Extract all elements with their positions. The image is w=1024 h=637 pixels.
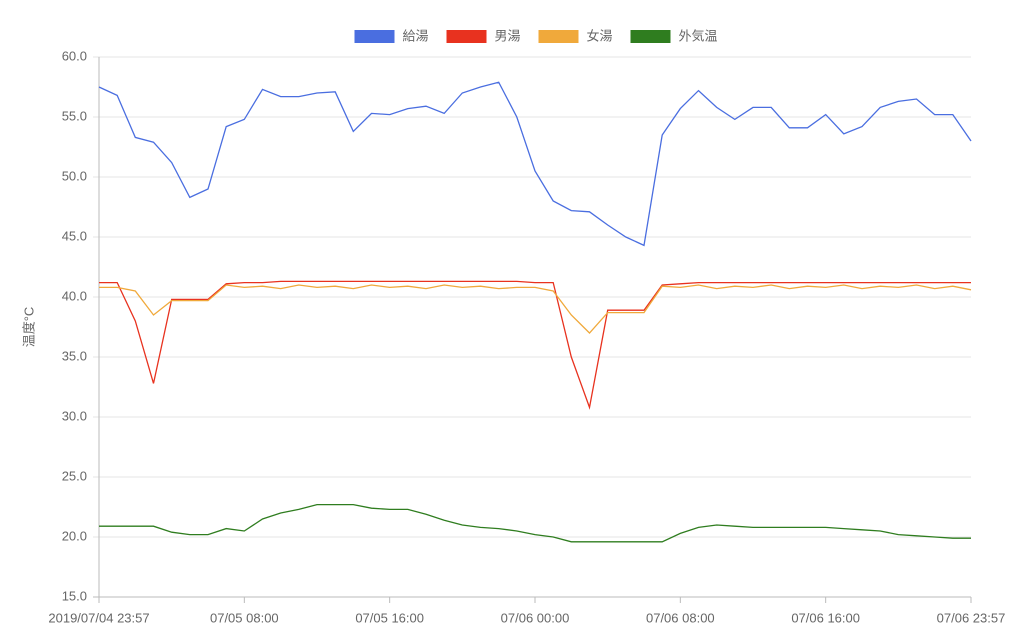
y-tick-label: 45.0 bbox=[62, 228, 87, 243]
legend-label: 給湯 bbox=[403, 28, 429, 43]
data-line bbox=[98, 81, 972, 247]
x-tick-label: 07/05 16:00 bbox=[355, 610, 424, 625]
legend-swatch bbox=[354, 30, 395, 43]
x-tick-label: 07/06 23:57 bbox=[937, 610, 1006, 625]
y-axis-label: 温度°C bbox=[21, 307, 36, 348]
legend-label: 外気温 bbox=[679, 28, 718, 43]
legend-label: 男湯 bbox=[495, 28, 521, 43]
x-tick-label: 07/06 00:00 bbox=[501, 610, 570, 625]
x-tick-label: 07/06 16:00 bbox=[791, 610, 860, 625]
legend-swatch bbox=[538, 30, 579, 43]
y-tick-label: 30.0 bbox=[62, 408, 87, 423]
y-tick-label: 40.0 bbox=[62, 288, 87, 303]
x-tick-label: 07/05 08:00 bbox=[210, 610, 279, 625]
data-line bbox=[99, 280, 971, 410]
data-line bbox=[99, 284, 972, 334]
legend-label: 女湯 bbox=[587, 28, 613, 43]
legend-swatch bbox=[446, 30, 487, 43]
y-tick-label: 55.0 bbox=[62, 108, 87, 123]
x-tick-label: 2019/07/04 23:57 bbox=[48, 610, 149, 625]
y-tick-label: 25.0 bbox=[62, 468, 87, 483]
y-tick-label: 20.0 bbox=[62, 528, 87, 543]
y-tick-label: 15.0 bbox=[62, 588, 87, 603]
legend-swatch bbox=[630, 30, 671, 43]
y-tick-label: 50.0 bbox=[62, 168, 87, 183]
x-tick-label: 07/06 08:00 bbox=[646, 610, 715, 625]
y-tick-label: 35.0 bbox=[62, 348, 87, 363]
data-line bbox=[99, 503, 971, 543]
y-tick-label: 60.0 bbox=[62, 48, 87, 63]
